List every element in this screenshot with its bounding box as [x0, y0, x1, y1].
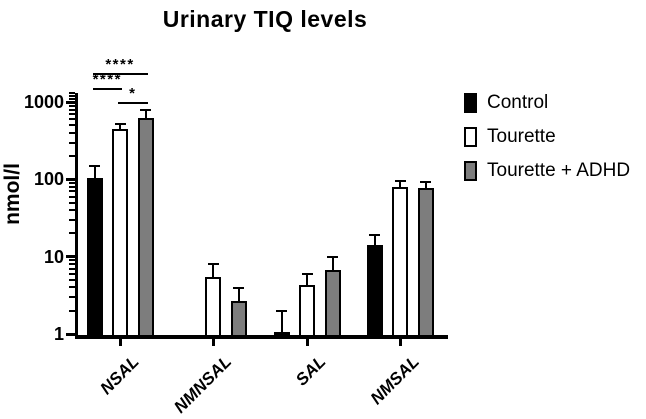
y-minor-tick [68, 104, 75, 107]
legend-item-tourette: Tourette [464, 126, 630, 148]
error-bar-cap [301, 272, 313, 275]
y-minor-tick [68, 124, 75, 127]
y-tick-label: 1 [53, 324, 64, 344]
error-bar-line [373, 235, 376, 246]
bar-tourette-adhd-nmsal [417, 188, 434, 337]
legend-swatch-tourette-adhd [464, 161, 477, 181]
bar-tourette-adhd-nmnsal [230, 300, 247, 337]
error-bar-line [306, 273, 308, 286]
legend-swatch-tourette [464, 127, 477, 147]
bar-tourette-adhd-sal [324, 269, 341, 337]
y-major-tick [65, 177, 75, 181]
error-bar-cap [89, 164, 100, 167]
y-minor-tick [68, 190, 75, 193]
error-bar-line [119, 124, 121, 129]
y-minor-tick [68, 286, 75, 289]
y-major-tick [65, 255, 75, 259]
y-minor-tick [68, 181, 75, 184]
x-category-label-nmnsal: NMNSAL [170, 352, 236, 417]
y-minor-tick [68, 113, 75, 116]
y-minor-tick [68, 92, 75, 95]
error-bar-cap [233, 287, 244, 290]
error-bar-cap [394, 180, 406, 183]
y-minor-tick [68, 201, 75, 204]
error-bar-line [331, 257, 334, 270]
error-bar-cap [207, 263, 219, 266]
legend-item-tourette-adhd: Tourette + ADHD [464, 160, 630, 182]
bar-control-nsal [86, 177, 103, 337]
error-bar-line [399, 181, 401, 187]
x-category-label-nsal: NSAL [96, 352, 143, 399]
y-tick-label: 100 [33, 169, 64, 190]
y-minor-tick [68, 141, 75, 144]
y-minor-tick [68, 296, 75, 299]
y-tick-label: 10 [43, 246, 64, 267]
y-minor-tick [68, 259, 75, 262]
error-bar-line [424, 182, 427, 189]
error-bar-cap [114, 123, 126, 126]
error-bar-line [280, 310, 283, 333]
y-minor-tick [68, 309, 75, 312]
significance-label: * [129, 85, 137, 102]
x-tick-nmnsal [211, 339, 215, 346]
x-tick-nmsal [398, 339, 402, 346]
x-tick-nsal [118, 339, 122, 346]
y-minor-tick [68, 209, 75, 212]
legend-label-control: Control [487, 92, 549, 113]
legend: Control Tourette Tourette + ADHD [464, 92, 630, 194]
chart-title: Urinary TIQ levels [162, 6, 368, 32]
y-minor-tick [68, 97, 75, 100]
y-major-tick [65, 332, 75, 336]
significance-label: **** [92, 71, 122, 88]
legend-label-tourette-adhd: Tourette + ADHD [487, 160, 631, 181]
y-minor-tick [68, 267, 75, 270]
y-minor-tick [68, 108, 75, 111]
y-minor-tick [68, 118, 75, 121]
error-bar-cap [276, 309, 287, 312]
error-bar-cap [369, 234, 380, 237]
y-minor-tick [68, 185, 75, 188]
bar-tourette-nmnsal [205, 276, 221, 337]
x-axis-line [74, 335, 448, 339]
y-minor-tick [68, 195, 75, 198]
error-bar-line [212, 264, 214, 277]
significance-line [118, 102, 148, 104]
x-category-label-nmsal: NMSAL [366, 352, 423, 409]
error-bar-cap [420, 181, 431, 184]
significance-label: **** [105, 56, 135, 73]
y-minor-tick [68, 272, 75, 275]
error-bar-cap [140, 108, 151, 111]
legend-label-tourette: Tourette [487, 126, 556, 147]
x-tick-sal [305, 339, 309, 346]
bar-tourette-adhd-nsal [137, 118, 154, 337]
x-category-label-sal: SAL [291, 352, 330, 390]
bar-control-nmsal [366, 245, 383, 337]
bar-tourette-nmsal [392, 186, 408, 337]
y-minor-tick [68, 263, 75, 266]
y-minor-tick [68, 232, 75, 235]
bar-tourette-nsal [112, 128, 128, 337]
significance-line [92, 88, 122, 90]
bar-tourette-sal [299, 285, 315, 337]
significance-line [92, 73, 148, 75]
y-minor-tick [68, 131, 75, 134]
y-major-tick [65, 100, 75, 104]
error-bar-line [237, 288, 240, 301]
legend-item-control: Control [464, 92, 630, 114]
error-bar-line [144, 109, 147, 119]
bar-control-sal [273, 332, 290, 337]
y-tick-label: 1000 [23, 92, 64, 113]
y-minor-tick [68, 218, 75, 221]
error-bar-cap [327, 256, 338, 259]
y-minor-tick [68, 278, 75, 281]
y-axis-line [74, 93, 78, 339]
y-minor-tick [68, 94, 75, 97]
error-bar-line [93, 165, 96, 178]
y-minor-tick [68, 155, 75, 158]
legend-swatch-control [464, 93, 477, 113]
